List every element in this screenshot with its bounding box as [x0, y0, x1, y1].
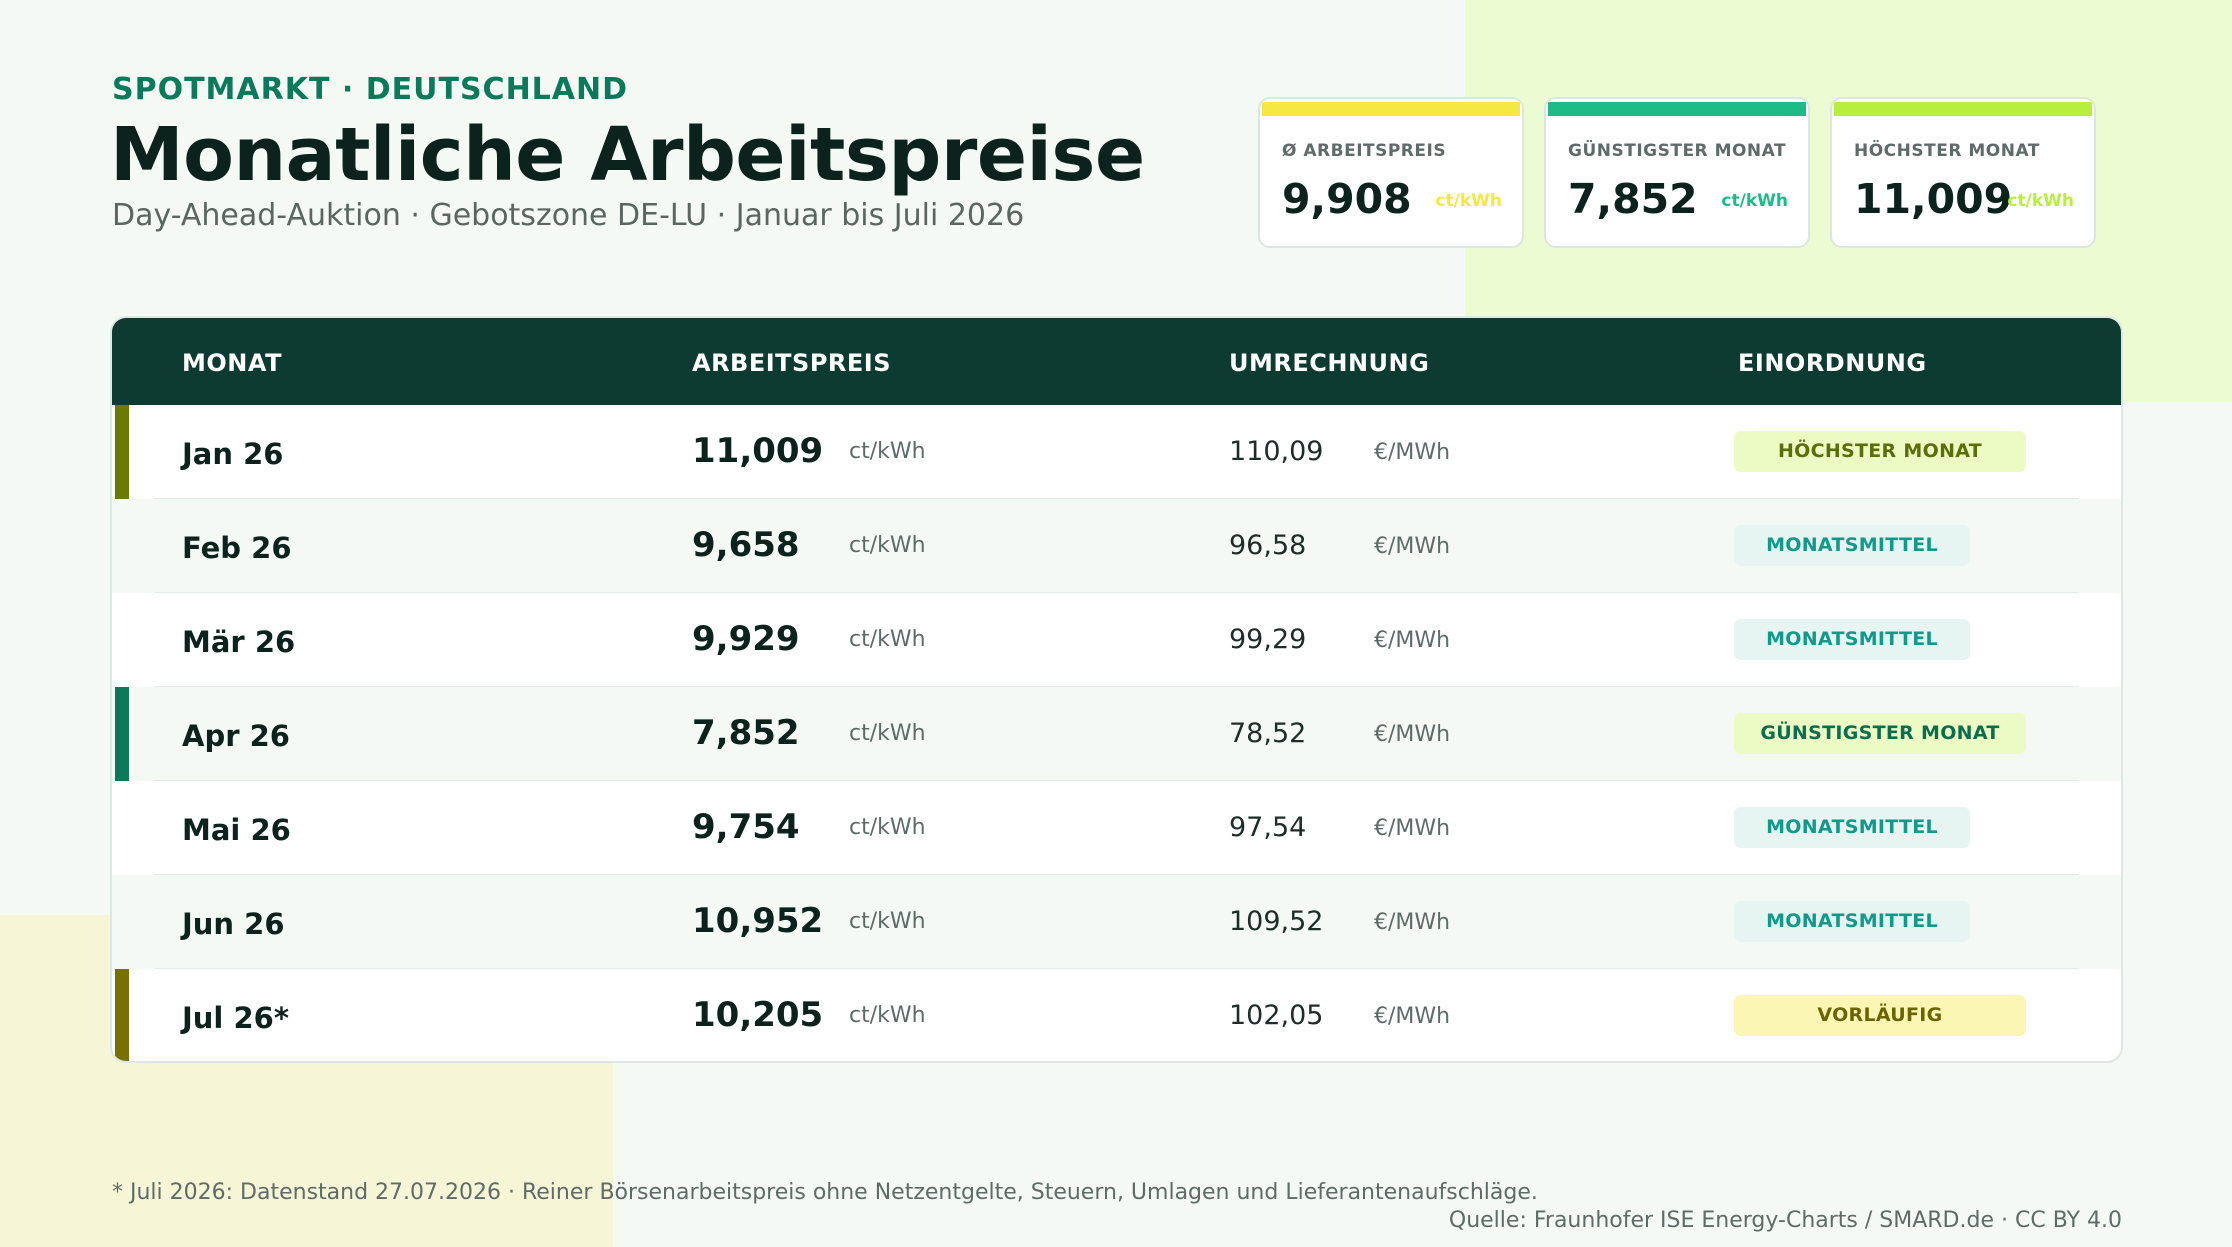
price-value: 7,852 — [692, 713, 800, 753]
row-divider — [154, 968, 2079, 969]
price-value: 9,658 — [692, 525, 800, 565]
conversion-value: 97,54 — [1229, 812, 1307, 843]
column-header-price: ARBEITSPREIS — [692, 349, 892, 377]
price-unit: ct/kWh — [849, 815, 926, 840]
price-value: 9,929 — [692, 619, 800, 659]
kpi-value: 7,852 — [1568, 175, 1698, 223]
month-cell: Jun 26 — [182, 907, 285, 941]
kpi-accent-bar — [1262, 102, 1520, 116]
price-table: MONAT ARBEITSPREIS UMRECHNUNG EINORDNUNG… — [110, 316, 2123, 1063]
price-unit: ct/kWh — [849, 627, 926, 652]
kpi-label: HÖCHSTER MONAT — [1854, 141, 2040, 161]
conversion-value: 99,29 — [1229, 624, 1307, 655]
classification-badge: MONATSMITTEL — [1734, 619, 1970, 660]
kpi-unit: ct/kWh — [2007, 191, 2074, 211]
price-value: 10,205 — [692, 995, 824, 1035]
month-cell: Jul 26* — [182, 1001, 289, 1035]
conversion-unit: €/MWh — [1374, 910, 1451, 935]
conversion-unit: €/MWh — [1374, 440, 1451, 465]
classification-badge: GÜNSTIGSTER MONAT — [1734, 713, 2026, 754]
table-header: MONAT ARBEITSPREIS UMRECHNUNG EINORDNUNG — [112, 318, 2121, 405]
kpi-card-cheapest: GÜNSTIGSTER MONAT 7,852 ct/kWh — [1544, 97, 1810, 248]
kpi-unit: ct/kWh — [1721, 191, 1788, 211]
row-accent-bar — [115, 687, 129, 781]
row-divider — [154, 780, 2079, 781]
conversion-value: 110,09 — [1229, 436, 1324, 467]
kpi-label: GÜNSTIGSTER MONAT — [1568, 141, 1787, 161]
table-row: Feb 26 9,658 ct/kWh 96,58 €/MWh MONATSMI… — [112, 499, 2121, 593]
price-unit: ct/kWh — [849, 439, 926, 464]
conversion-unit: €/MWh — [1374, 534, 1451, 559]
price-value: 10,952 — [692, 901, 824, 941]
price-value: 11,009 — [692, 431, 824, 471]
classification-badge: MONATSMITTEL — [1734, 901, 1970, 942]
page-title: Monatliche Arbeitspreise — [110, 112, 1145, 198]
kpi-label: Ø ARBEITSPREIS — [1282, 141, 1447, 161]
month-cell: Mai 26 — [182, 813, 291, 847]
row-divider — [154, 592, 2079, 593]
table-row: Jun 26 10,952 ct/kWh 109,52 €/MWh MONATS… — [112, 875, 2121, 969]
kpi-value: 9,908 — [1282, 175, 1412, 223]
row-accent-bar — [115, 969, 129, 1061]
table-row: Apr 26 7,852 ct/kWh 78,52 €/MWh GÜNSTIGS… — [112, 687, 2121, 781]
kpi-unit: ct/kWh — [1435, 191, 1502, 211]
conversion-unit: €/MWh — [1374, 1004, 1451, 1029]
month-cell: Jan 26 — [182, 437, 284, 471]
price-unit: ct/kWh — [849, 1003, 926, 1028]
table-row: Mär 26 9,929 ct/kWh 99,29 €/MWh MONATSMI… — [112, 593, 2121, 687]
price-unit: ct/kWh — [849, 909, 926, 934]
column-header-conversion: UMRECHNUNG — [1229, 349, 1430, 377]
table-row: Jul 26* 10,205 ct/kWh 102,05 €/MWh VORLÄ… — [112, 969, 2121, 1061]
table-row: Jan 26 11,009 ct/kWh 110,09 €/MWh HÖCHST… — [112, 405, 2121, 499]
table-row: Mai 26 9,754 ct/kWh 97,54 €/MWh MONATSMI… — [112, 781, 2121, 875]
footnote: * Juli 2026: Datenstand 27.07.2026 · Rei… — [112, 1180, 1538, 1205]
kpi-card-highest: HÖCHSTER MONAT 11,009 ct/kWh — [1830, 97, 2096, 248]
price-value: 9,754 — [692, 807, 800, 847]
eyebrow: SPOTMARKT · DEUTSCHLAND — [112, 72, 629, 107]
kpi-value: 11,009 — [1854, 175, 2013, 223]
conversion-value: 102,05 — [1229, 1000, 1324, 1031]
kpi-accent-bar — [1548, 102, 1806, 116]
conversion-value: 109,52 — [1229, 906, 1324, 937]
classification-badge: VORLÄUFIG — [1734, 995, 2026, 1036]
row-accent-bar — [115, 405, 129, 499]
conversion-unit: €/MWh — [1374, 628, 1451, 653]
source-attribution: Quelle: Fraunhofer ISE Energy-Charts / S… — [1448, 1208, 2122, 1233]
conversion-value: 78,52 — [1229, 718, 1307, 749]
conversion-unit: €/MWh — [1374, 816, 1451, 841]
row-divider — [154, 498, 2079, 499]
row-divider — [154, 874, 2079, 875]
conversion-value: 96,58 — [1229, 530, 1307, 561]
month-cell: Feb 26 — [182, 531, 292, 565]
price-unit: ct/kWh — [849, 533, 926, 558]
row-divider — [154, 686, 2079, 687]
classification-badge: HÖCHSTER MONAT — [1734, 431, 2026, 472]
kpi-card-average: Ø ARBEITSPREIS 9,908 ct/kWh — [1258, 97, 1524, 248]
page-subtitle: Day-Ahead-Auktion · Gebotszone DE-LU · J… — [112, 198, 1025, 233]
conversion-unit: €/MWh — [1374, 722, 1451, 747]
month-cell: Mär 26 — [182, 625, 296, 659]
kpi-accent-bar — [1834, 102, 2092, 116]
column-header-classification: EINORDNUNG — [1738, 349, 1927, 377]
classification-badge: MONATSMITTEL — [1734, 525, 1970, 566]
month-cell: Apr 26 — [182, 719, 290, 753]
classification-badge: MONATSMITTEL — [1734, 807, 1970, 848]
price-unit: ct/kWh — [849, 721, 926, 746]
column-header-month: MONAT — [182, 349, 282, 377]
